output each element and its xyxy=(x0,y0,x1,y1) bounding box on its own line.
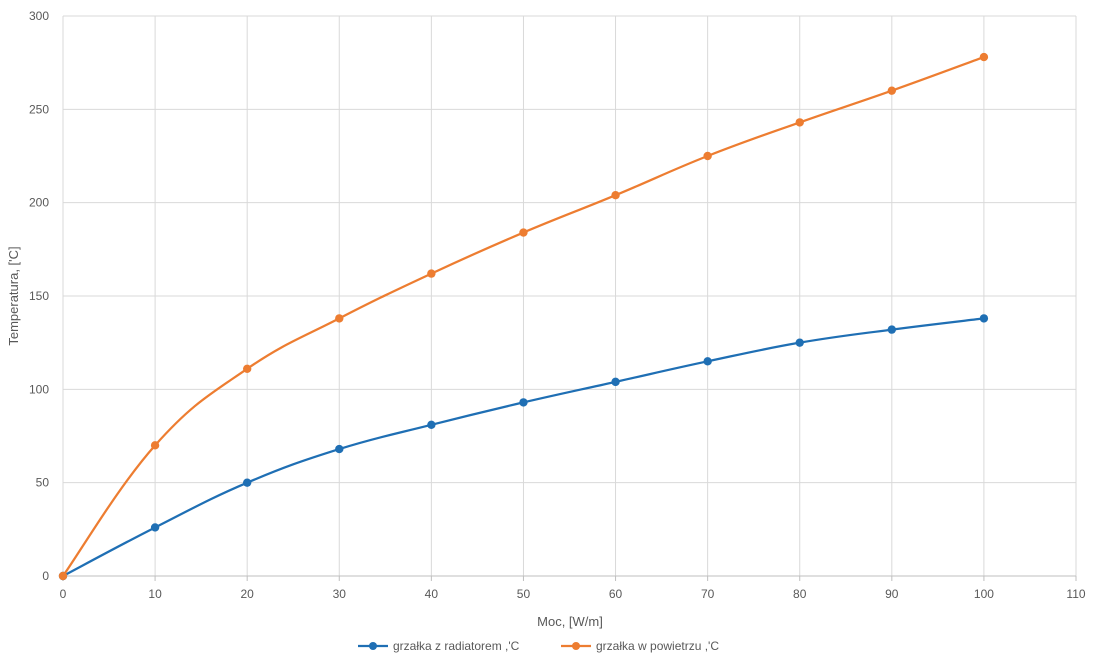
data-point xyxy=(242,364,252,373)
y-tick-label: 100 xyxy=(29,382,49,396)
data-point xyxy=(795,338,804,347)
x-tick-label: 100 xyxy=(974,587,994,601)
tick-labels: 0 10 20 30 40 50 60 70 80 90 100 110 0 50 100 150 200 250… xyxy=(29,9,1086,601)
data-point xyxy=(335,314,344,323)
legend-marker xyxy=(369,642,377,650)
x-tick-label: 110 xyxy=(1066,587,1085,601)
data-point xyxy=(611,377,620,387)
x-tick-label: 60 xyxy=(609,587,623,601)
x-tick-label: 40 xyxy=(425,587,439,601)
data-point xyxy=(795,118,804,127)
data-point xyxy=(519,398,528,407)
x-tick-label: 70 xyxy=(701,587,715,601)
data-point xyxy=(519,228,528,237)
data-point xyxy=(242,478,252,487)
data-point xyxy=(150,441,160,450)
x-tick-label: 80 xyxy=(793,587,807,601)
data-point xyxy=(427,420,436,429)
x-axis-title: Moc, [W/m] xyxy=(537,614,603,629)
y-tick-label: 50 xyxy=(36,476,50,490)
data-point xyxy=(611,191,620,200)
data-point xyxy=(979,52,989,62)
x-tick-label: 20 xyxy=(241,587,255,601)
data-point xyxy=(979,314,989,323)
data-point xyxy=(703,357,712,366)
y-tick-label: 250 xyxy=(29,102,49,116)
y-tick-label: 200 xyxy=(29,196,49,210)
y-tick-label: 0 xyxy=(42,569,49,583)
x-tick-label: 30 xyxy=(333,587,347,601)
legend-item-2: grzałka w powietrzu ,'C xyxy=(561,639,719,653)
data-point xyxy=(887,86,897,95)
y-axis-title: Temperatura, ['C] xyxy=(6,246,21,345)
y-tick-label: 150 xyxy=(29,289,49,303)
data-point xyxy=(58,571,68,581)
legend-item-1: grzałka z radiatorem ,'C xyxy=(358,639,520,653)
legend: grzałka z radiatorem ,'C grzałka w powiet… xyxy=(358,639,719,653)
series-1 xyxy=(58,314,989,581)
data-point xyxy=(703,151,712,161)
legend-label: grzałka w powietrzu ,'C xyxy=(596,639,719,653)
x-tick-label: 0 xyxy=(60,587,67,601)
legend-marker xyxy=(572,642,580,650)
data-point xyxy=(335,444,344,454)
data-point xyxy=(427,269,436,278)
x-tick-label: 50 xyxy=(517,587,531,601)
axes xyxy=(62,575,1077,581)
series-2 xyxy=(58,52,989,581)
x-tick-label: 10 xyxy=(148,587,162,601)
gridlines xyxy=(62,15,1077,577)
data-point xyxy=(150,523,160,532)
series-line xyxy=(62,56,985,577)
x-tick-label: 90 xyxy=(885,587,899,601)
y-tick-label: 300 xyxy=(29,9,49,23)
series-group xyxy=(58,52,989,581)
data-point xyxy=(887,325,897,334)
legend-label: grzałka z radiatorem ,'C xyxy=(393,639,520,653)
